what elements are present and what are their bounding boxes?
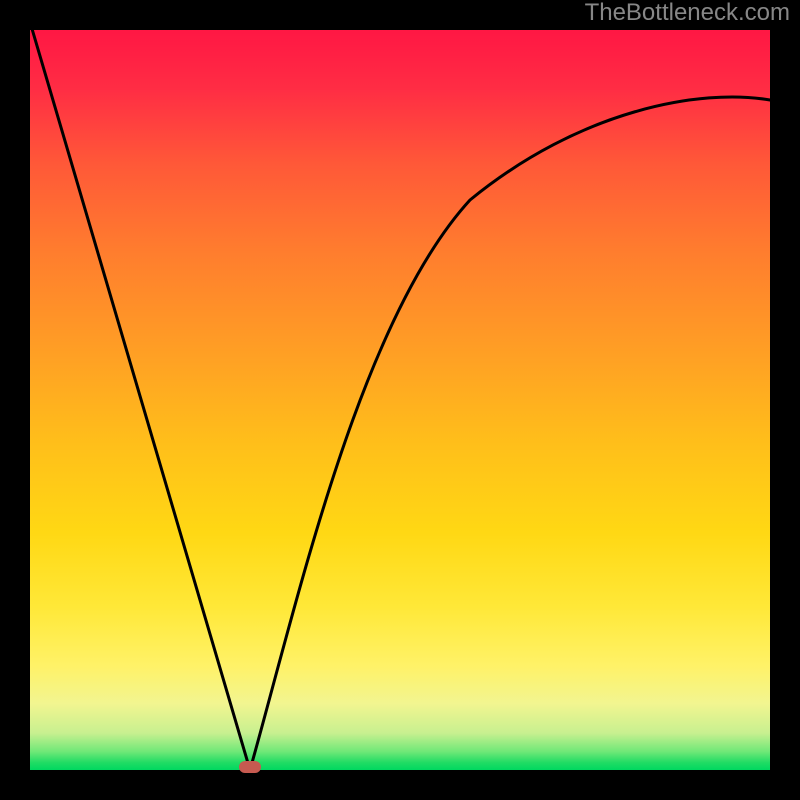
watermark-text: TheBottleneck.com — [585, 0, 790, 26]
bottleneck-chart: TheBottleneck.com — [0, 0, 800, 800]
cusp-marker — [239, 761, 261, 773]
